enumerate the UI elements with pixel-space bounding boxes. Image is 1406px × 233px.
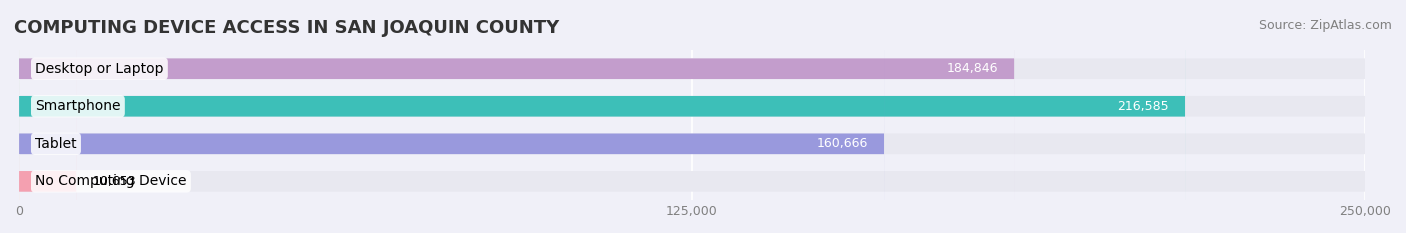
Text: Source: ZipAtlas.com: Source: ZipAtlas.com xyxy=(1258,19,1392,32)
FancyBboxPatch shape xyxy=(20,0,1365,233)
FancyBboxPatch shape xyxy=(20,0,1365,233)
FancyBboxPatch shape xyxy=(20,0,1014,233)
Text: Desktop or Laptop: Desktop or Laptop xyxy=(35,62,163,76)
FancyBboxPatch shape xyxy=(20,0,884,233)
Text: 10,653: 10,653 xyxy=(93,175,136,188)
Text: 160,666: 160,666 xyxy=(817,137,868,150)
FancyBboxPatch shape xyxy=(20,0,1185,233)
FancyBboxPatch shape xyxy=(20,0,1365,233)
Text: Tablet: Tablet xyxy=(35,137,77,151)
FancyBboxPatch shape xyxy=(20,0,1365,233)
Text: Smartphone: Smartphone xyxy=(35,99,121,113)
Text: COMPUTING DEVICE ACCESS IN SAN JOAQUIN COUNTY: COMPUTING DEVICE ACCESS IN SAN JOAQUIN C… xyxy=(14,19,560,37)
FancyBboxPatch shape xyxy=(20,0,76,233)
Text: No Computing Device: No Computing Device xyxy=(35,174,187,188)
Text: 184,846: 184,846 xyxy=(946,62,998,75)
Text: 216,585: 216,585 xyxy=(1118,100,1168,113)
